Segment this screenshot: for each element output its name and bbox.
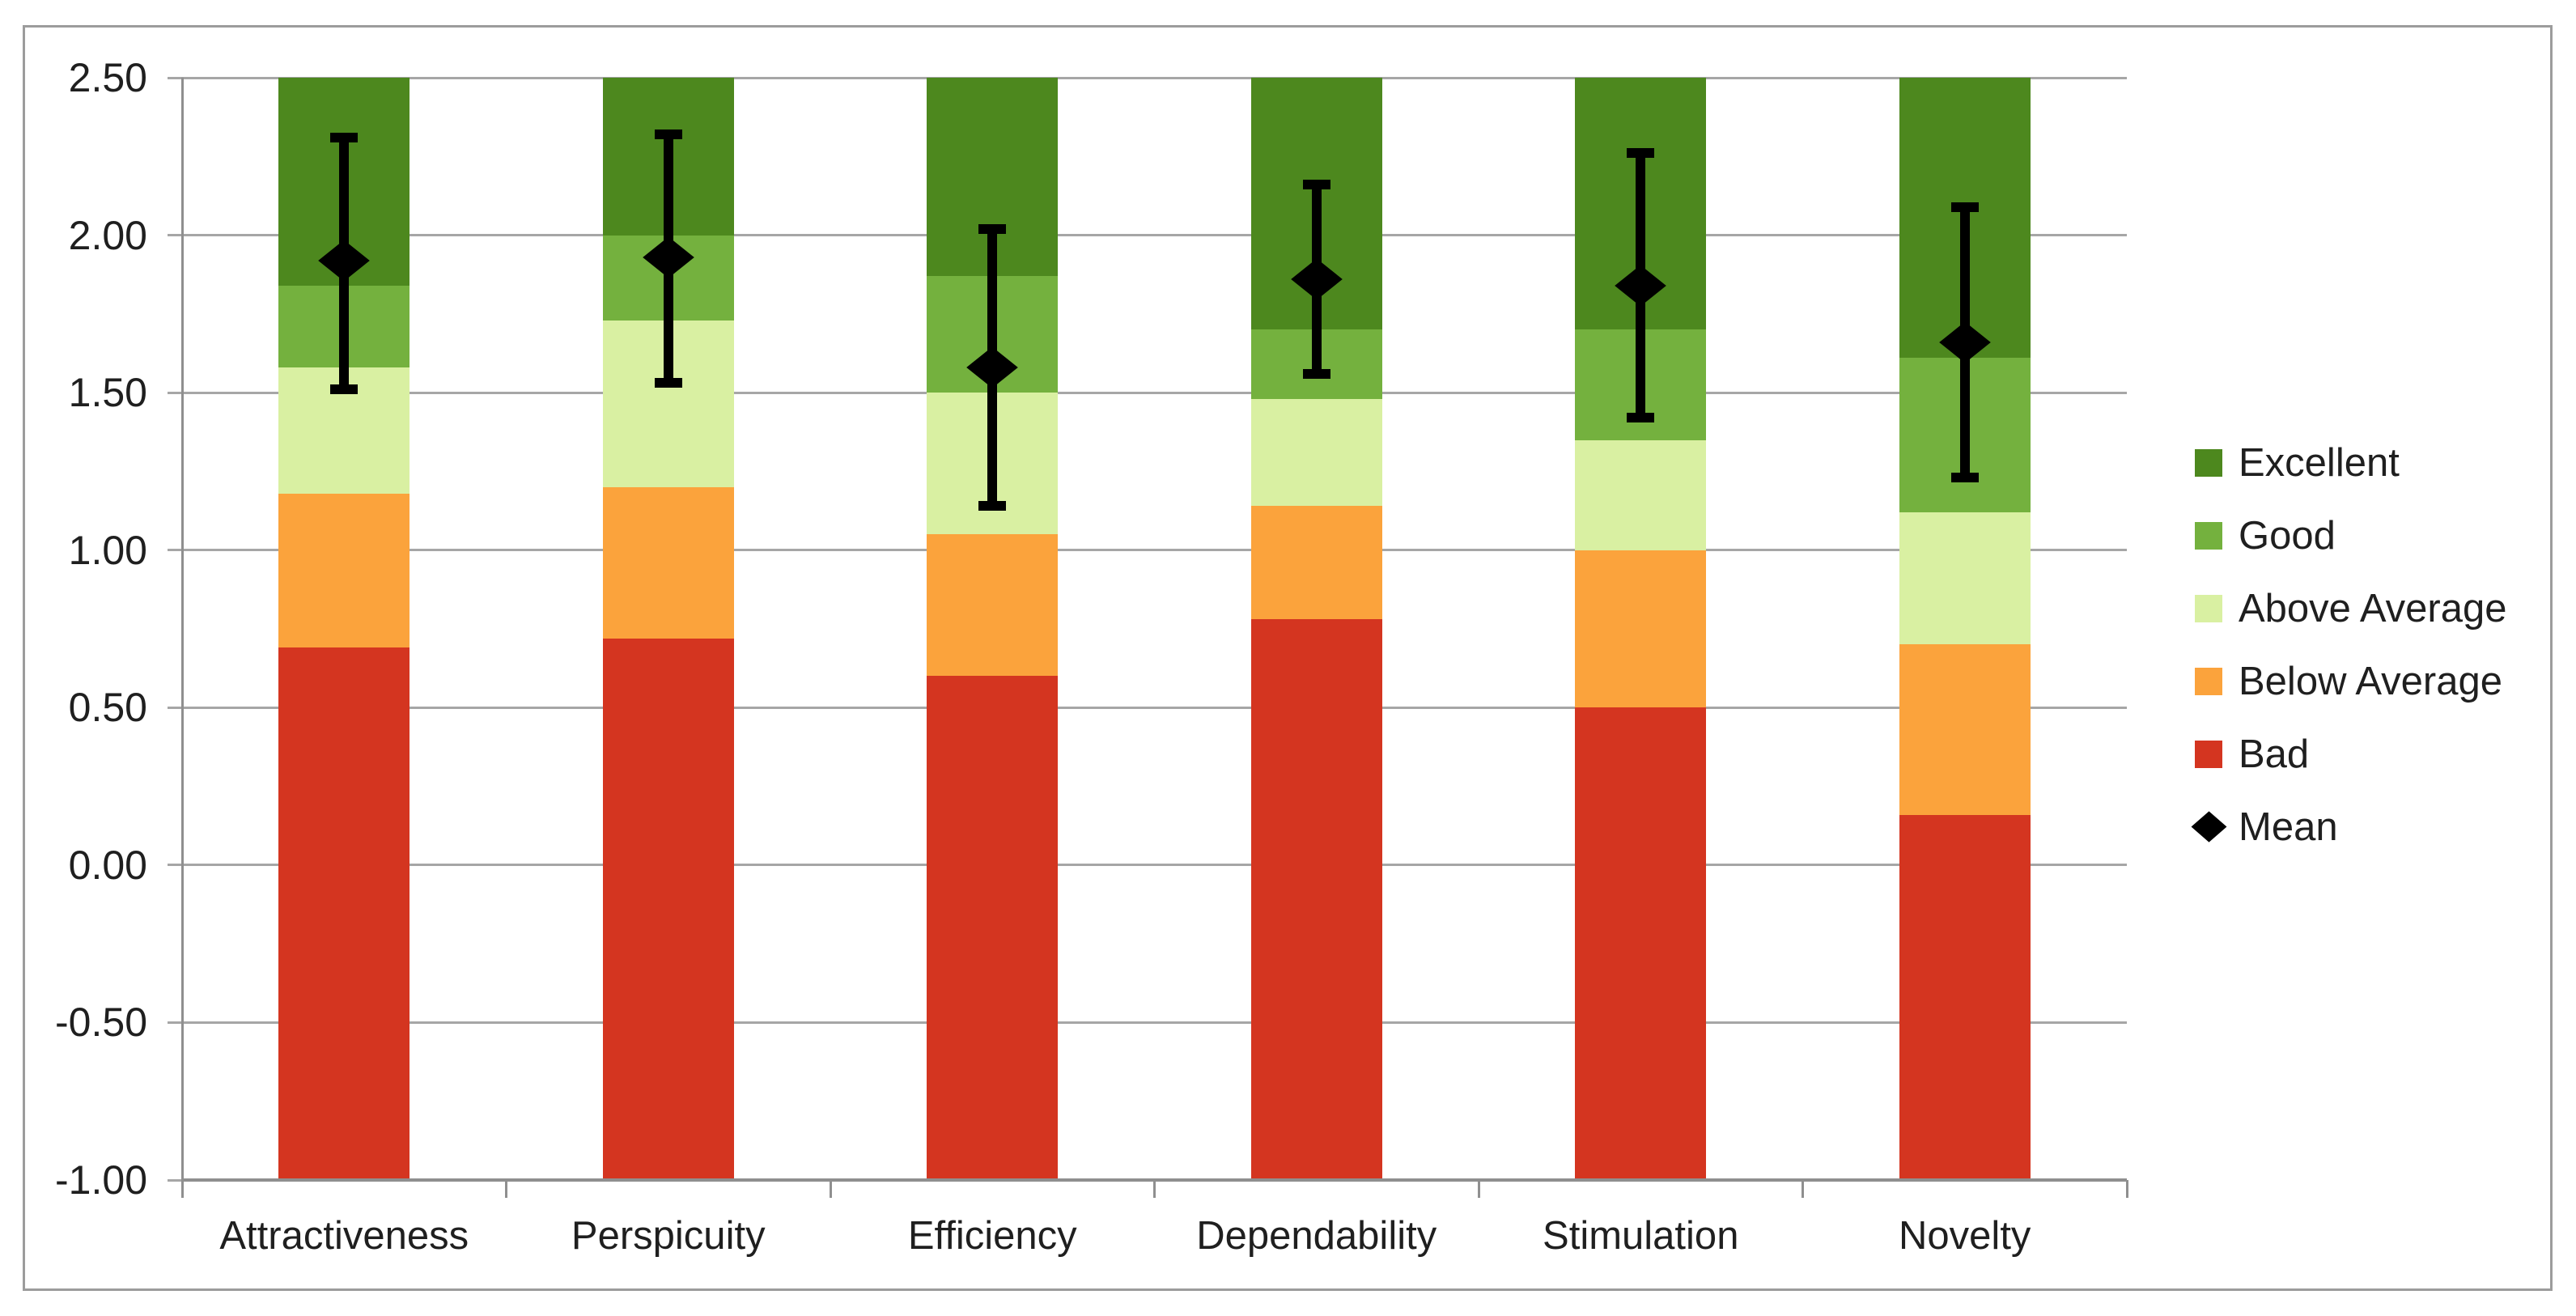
bar-segment-above-average <box>1899 512 2031 645</box>
bar-segment-above-average <box>1250 398 1382 507</box>
legend-color-swatch-icon <box>2195 449 2222 477</box>
x-axis-category-label: Dependability <box>1196 1214 1437 1258</box>
legend-label: Mean <box>2239 805 2338 849</box>
bar-segment-bad <box>1899 814 2031 1180</box>
bar-segment-below-average <box>1250 506 1382 620</box>
y-axis-tick-label: 0.50 <box>68 685 147 731</box>
error-bar-cap <box>654 378 682 388</box>
legend-color-swatch-icon <box>2195 522 2222 550</box>
legend-label: Bad <box>2239 732 2310 776</box>
error-bar-cap <box>978 223 1007 234</box>
legend-label: Above Average <box>2239 587 2507 630</box>
bar-segment-below-average <box>1575 550 1707 708</box>
legend-item-excellent: Excellent <box>2195 439 2567 486</box>
error-bar-cap <box>330 384 359 395</box>
y-axis-line <box>180 78 184 1198</box>
x-axis-tick <box>1802 1180 1804 1198</box>
x-axis-tick <box>1477 1180 1480 1198</box>
x-axis-tick <box>1153 1180 1156 1198</box>
bar-segment-above-average <box>1575 439 1707 550</box>
legend-color-swatch-icon <box>2195 595 2222 622</box>
gridline <box>168 549 2127 552</box>
gridline <box>168 1021 2127 1024</box>
bar-segment-bad <box>1575 707 1707 1180</box>
bar-segment-below-average <box>278 493 410 648</box>
error-bar-cap <box>1627 148 1655 159</box>
legend-item-good: Good <box>2195 512 2567 559</box>
y-axis-tick-label: 0.00 <box>68 842 147 888</box>
bar-segment-below-average <box>927 534 1059 677</box>
gridline <box>168 234 2127 237</box>
y-axis-tick-label: 1.50 <box>68 370 147 416</box>
x-axis-tick <box>829 1180 832 1198</box>
legend-item-above-average: Above Average <box>2195 585 2567 632</box>
legend-item-below-average: Below Average <box>2195 658 2567 705</box>
x-axis-category-label: Novelty <box>1899 1214 2031 1258</box>
bar-segment-bad <box>1250 619 1382 1180</box>
error-bar-cap <box>978 501 1007 512</box>
x-axis-category-label: Stimulation <box>1543 1214 1739 1258</box>
x-axis-category-label: Attractiveness <box>219 1214 469 1258</box>
x-axis-category-label: Efficiency <box>907 1214 1077 1258</box>
bar-segment-below-average <box>1899 644 2031 815</box>
x-axis-tick <box>505 1180 507 1198</box>
x-axis-category-label: Perspicuity <box>571 1214 766 1258</box>
legend-item-mean: Mean <box>2191 804 2567 851</box>
bar-segment-below-average <box>602 486 734 639</box>
y-axis-tick-label: 2.00 <box>68 212 147 258</box>
gridline <box>168 391 2127 394</box>
error-bar-cap <box>1302 180 1330 190</box>
legend-mean-diamond-icon <box>2191 811 2227 843</box>
error-bar-cap <box>654 129 682 140</box>
bar-segment-bad <box>927 676 1059 1180</box>
gridline <box>168 706 2127 709</box>
gridline <box>168 76 2127 79</box>
error-bar-cap <box>1302 368 1330 379</box>
y-axis-tick-label: -1.00 <box>55 1157 147 1203</box>
legend-label: Excellent <box>2239 441 2400 485</box>
error-bar-cap <box>330 132 359 142</box>
y-axis-tick-label: 2.50 <box>68 55 147 100</box>
legend-color-swatch-icon <box>2195 741 2222 768</box>
error-bar-cap <box>1950 202 1979 212</box>
legend-item-bad: Bad <box>2195 731 2567 778</box>
y-axis-tick-label: -0.50 <box>55 1000 147 1046</box>
bar-segment-bad <box>602 638 734 1180</box>
error-bar-cap <box>1627 413 1655 423</box>
y-axis-tick-label: 1.00 <box>68 527 147 573</box>
x-axis-tick <box>2125 1180 2128 1198</box>
error-bar-cap <box>1950 473 1979 483</box>
legend-label: Below Average <box>2239 660 2502 703</box>
bar-segment-bad <box>278 647 410 1180</box>
gridline <box>168 864 2127 867</box>
legend-color-swatch-icon <box>2195 668 2222 695</box>
legend-label: Good <box>2239 514 2336 558</box>
